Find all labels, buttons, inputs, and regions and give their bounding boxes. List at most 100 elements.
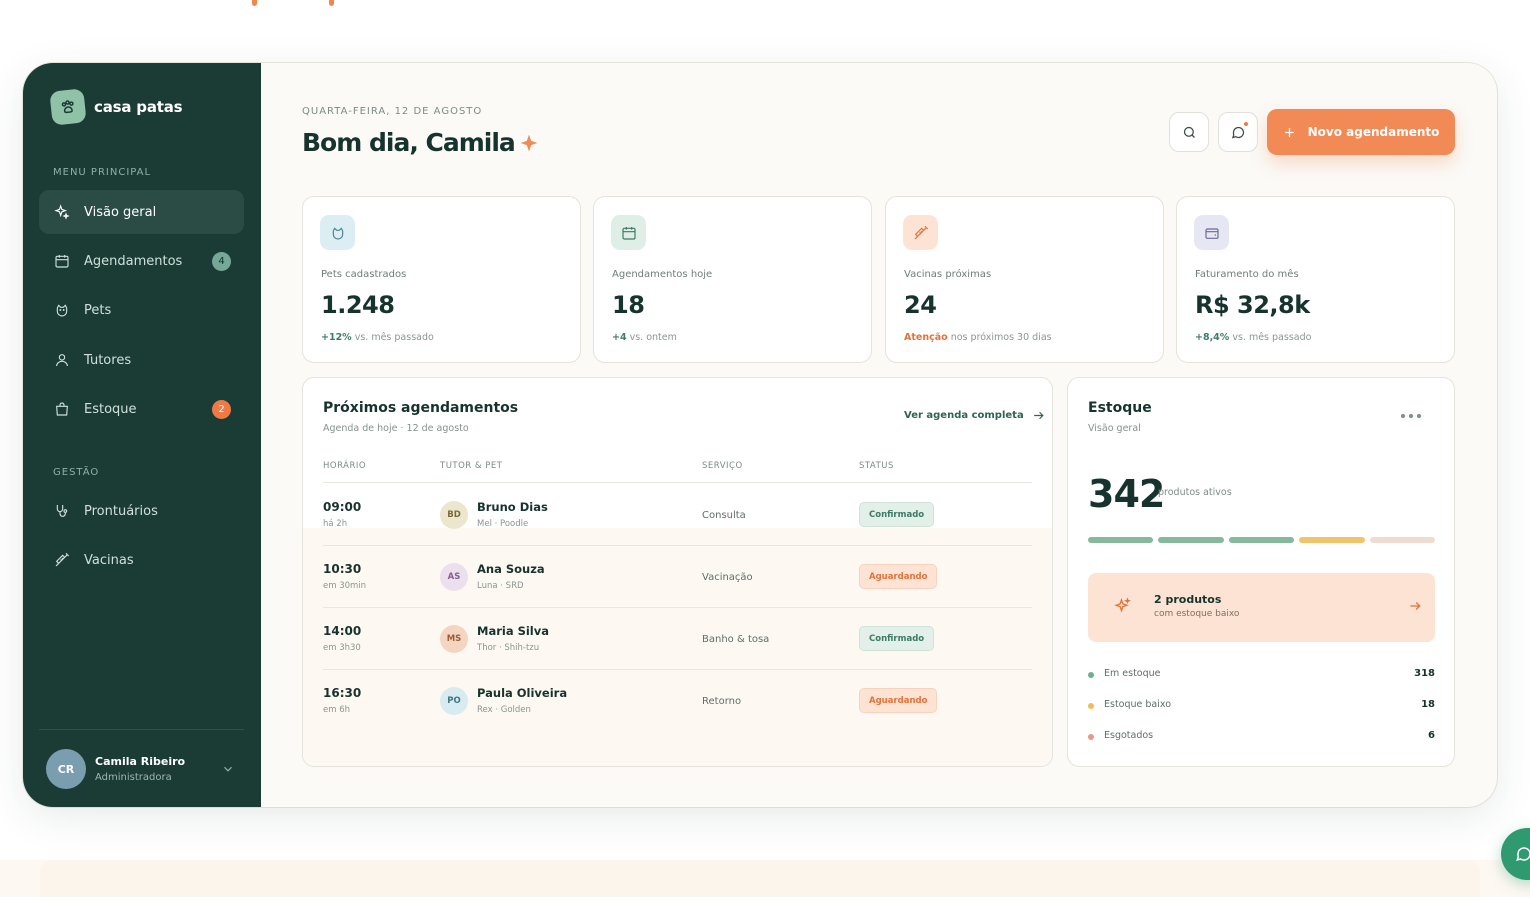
- plus-icon: [1284, 127, 1294, 137]
- stat-card-pets[interactable]: Pets cadastrados 1.248 +12% vs. mês pass…: [302, 196, 581, 363]
- table-row[interactable]: 10:30 em 30min AS Ana Souza Luna · SRD Vacina…: [323, 546, 1032, 608]
- chat-bubble-icon: [1516, 847, 1530, 862]
- sidebar-item-stock[interactable]: Estoque 2: [39, 387, 244, 431]
- chevron-down-icon[interactable]: [221, 762, 235, 776]
- stat-note: +12% vs. mês passado: [321, 332, 434, 343]
- arrow-right-icon: [1033, 411, 1044, 420]
- full-schedule-link[interactable]: Ver agenda completa: [904, 409, 1045, 422]
- row-divider: [323, 669, 1032, 670]
- user-menu[interactable]: CR Camila Ribeiro Administradora: [46, 749, 241, 789]
- sidebar-item-vaccines[interactable]: Vacinas: [39, 538, 244, 582]
- legend-item: Estoque baixo 18: [1088, 699, 1435, 713]
- stat-warning: Atenção: [904, 332, 948, 343]
- bag-icon: [56, 402, 68, 416]
- sidebar-item-records[interactable]: Prontuários: [39, 489, 244, 533]
- legend-label: Esgotados: [1104, 730, 1154, 741]
- new-appointment-button[interactable]: Novo agendamento: [1267, 109, 1455, 155]
- stat-value: R$ 32,8k: [1195, 291, 1310, 319]
- appointment-time: 09:00: [323, 500, 362, 514]
- stat-card-appointments[interactable]: Agendamentos hoje 18 +4 vs. ontem: [593, 196, 872, 363]
- avatar: AS: [440, 563, 468, 591]
- calendar-icon: [55, 255, 69, 268]
- tutor-name: Ana Souza: [477, 562, 545, 576]
- arrow-right-icon: [1410, 602, 1421, 610]
- header-divider: [323, 482, 1032, 483]
- brand[interactable]: casa patas: [49, 88, 183, 126]
- chat-bubble-icon: [1231, 126, 1244, 138]
- stat-card-vaccines[interactable]: Vacinas próximas 24 Atenção nos próximos…: [885, 196, 1164, 363]
- stock-total-label: produtos ativos: [1158, 487, 1232, 498]
- appointment-relative-time: há 2h: [323, 519, 348, 529]
- stock-bar-segment: [1158, 537, 1224, 543]
- sidebar-item-tutors[interactable]: Tutores: [39, 338, 244, 382]
- sidebar-item-appointments[interactable]: Agendamentos 4: [39, 239, 244, 283]
- stat-label: Faturamento do mês: [1195, 269, 1299, 280]
- stat-card-revenue[interactable]: Faturamento do mês R$ 32,8k +8,4% vs. mê…: [1176, 196, 1455, 363]
- appointment-relative-time: em 6h: [323, 705, 351, 715]
- more-options-icon[interactable]: [1401, 414, 1421, 418]
- stat-value: 18: [612, 291, 645, 319]
- stock-bar-segment: [1088, 537, 1154, 543]
- sidebar-item-pets[interactable]: Pets: [39, 288, 244, 332]
- page-title: Bom dia, Camila: [302, 128, 539, 157]
- current-date: QUARTA-FEIRA, 12 DE AGOSTO: [302, 106, 483, 117]
- appointment-relative-time: em 3h30: [323, 643, 361, 653]
- stat-note-text: nos próximos 30 dias: [947, 332, 1052, 343]
- stat-label: Pets cadastrados: [321, 269, 407, 280]
- panel-title: Próximos agendamentos: [323, 400, 519, 416]
- person-icon: [56, 354, 68, 367]
- sidebar-item-label: Tutores: [84, 352, 132, 368]
- stock-bar-segment: [1228, 537, 1295, 543]
- pet-info: Thor · Shih-tzu: [477, 643, 540, 653]
- link-label: Ver agenda completa: [904, 410, 1024, 421]
- tutor-name: Bruno Dias: [477, 500, 548, 514]
- legend-label: Estoque baixo: [1104, 699, 1172, 710]
- count-badge: 2: [212, 400, 231, 419]
- avatar: MS: [440, 625, 468, 653]
- paw-logo-icon: [49, 88, 87, 126]
- legend-item: Em estoque 318: [1088, 668, 1435, 682]
- sidebar-item-label: Prontuários: [84, 503, 158, 519]
- pet-info: Rex · Golden: [477, 705, 531, 715]
- sidebar-item-label: Estoque: [84, 401, 137, 417]
- messages-button[interactable]: [1218, 112, 1258, 152]
- section-label-main: MENU PRINCIPAL: [53, 167, 152, 178]
- table-row[interactable]: 14:00 em 3h30 MS Maria Silva Thor · Shih-tzu…: [323, 608, 1032, 670]
- legend-value: 18: [1421, 699, 1435, 710]
- avatar: PO: [440, 687, 468, 715]
- stat-value: 24: [904, 291, 937, 319]
- row-divider: [323, 607, 1032, 608]
- stock-bar-segment: [1299, 537, 1365, 543]
- status-badge: Confirmado: [859, 626, 935, 651]
- tutor-name: Maria Silva: [477, 624, 550, 638]
- new-appointment-label: Novo agendamento: [1307, 125, 1440, 139]
- low-stock-alert[interactable]: 2 produtos com estoque baixo: [1088, 573, 1435, 642]
- brand-name: casa patas: [94, 98, 183, 116]
- column-header-status: STATUS: [859, 461, 894, 471]
- stock-bar-segment: [1369, 537, 1436, 543]
- user-name: Camila Ribeiro: [95, 755, 186, 768]
- stat-note: +4 vs. ontem: [612, 332, 677, 343]
- appointment-time: 16:30: [323, 686, 362, 700]
- alert-subtitle: com estoque baixo: [1154, 609, 1240, 619]
- legend-value: 6: [1428, 730, 1435, 741]
- search-button[interactable]: [1169, 112, 1209, 152]
- panel-title: Estoque: [1088, 400, 1152, 416]
- stat-note-text: vs. ontem: [626, 332, 677, 343]
- greeting-text: Bom dia, Camila: [302, 128, 516, 157]
- count-badge: 4: [212, 252, 231, 271]
- table-row[interactable]: 16:30 em 6h PO Paula Oliveira Rex · Golden Re…: [323, 670, 1032, 732]
- legend-dot: [1088, 703, 1094, 709]
- top-decoration: [252, 0, 334, 6]
- status-badge: Aguardando: [859, 564, 938, 589]
- sparkle-icon: [520, 134, 538, 151]
- stock-panel: Estoque Visão geral 342 produtos ativos …: [1067, 377, 1455, 767]
- table-row[interactable]: 09:00 há 2h BD Bruno Dias Mel · Poodle Consul…: [323, 484, 1032, 546]
- appointment-time: 10:30: [323, 562, 362, 576]
- stethoscope-icon: [56, 505, 68, 517]
- panel-subtitle: Visão geral: [1088, 423, 1141, 434]
- syringe-icon: [55, 552, 70, 567]
- stat-label: Vacinas próximas: [904, 269, 992, 280]
- sidebar-item-label: Pets: [84, 302, 112, 318]
- sidebar-item-overview[interactable]: Visão geral: [39, 190, 244, 234]
